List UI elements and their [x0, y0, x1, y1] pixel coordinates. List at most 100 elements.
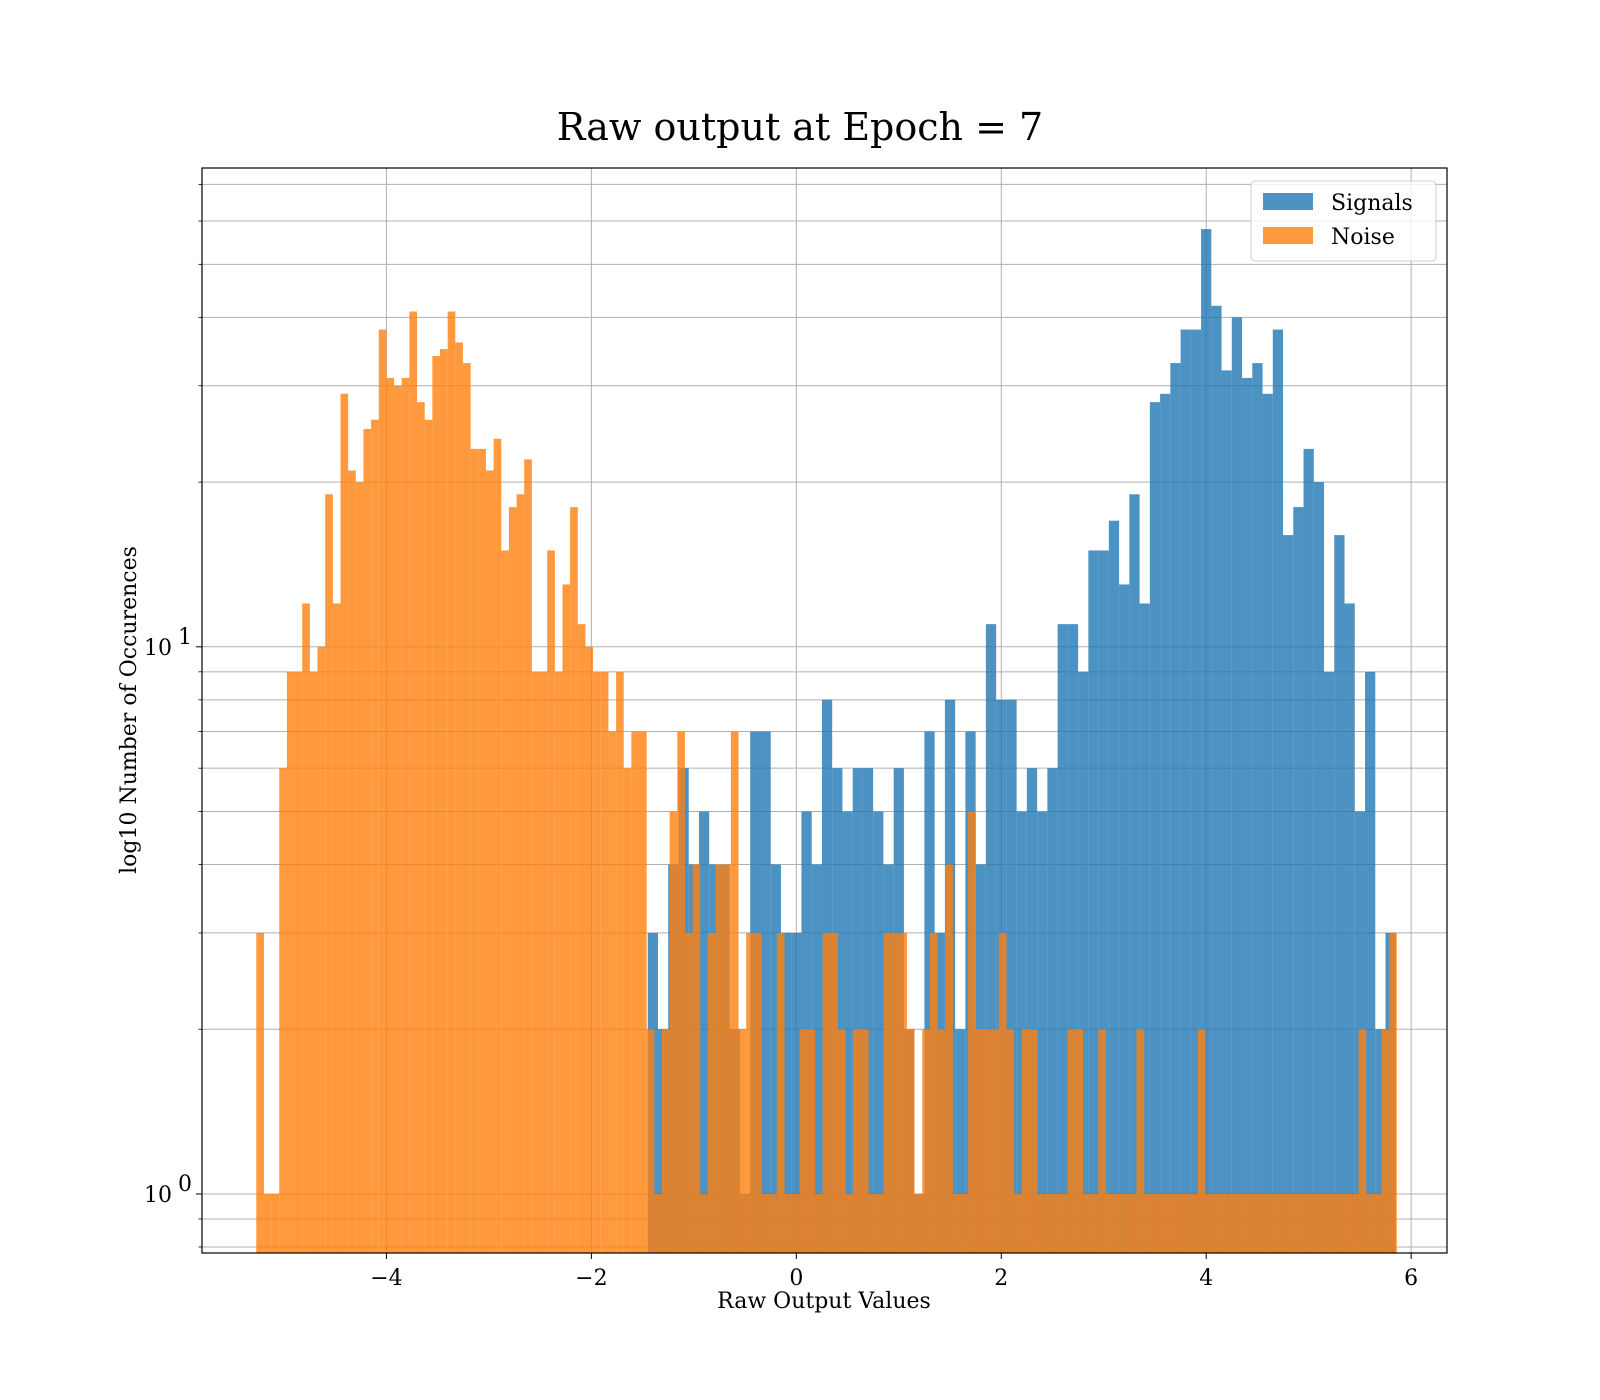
histogram-bar-noise	[524, 459, 532, 1254]
histogram-bar-signals	[1170, 363, 1181, 1253]
histogram-bar-noise	[508, 507, 517, 1253]
histogram-bar-signals	[1262, 393, 1273, 1253]
y-axis-label: log10 Number of Occurences	[117, 546, 142, 874]
histogram-bar-noise	[1236, 1193, 1244, 1253]
histogram-bar-noise	[1381, 1029, 1390, 1253]
histogram-bar-noise	[776, 932, 785, 1253]
histogram-bar-noise	[1327, 1193, 1336, 1253]
histogram-bar-noise	[700, 1193, 708, 1253]
histogram-bar-noise	[1190, 1193, 1198, 1253]
histogram-bar-signals	[1201, 229, 1212, 1254]
legend-label-signals: Signals	[1331, 191, 1413, 216]
histogram-bar-noise	[462, 363, 471, 1253]
histogram-bar-signals	[1231, 317, 1243, 1253]
histogram-bar-noise	[1274, 1193, 1283, 1253]
histogram-bar-signals	[1098, 550, 1109, 1253]
histogram-bar-signals	[1180, 329, 1191, 1254]
y-tick-label: 10	[144, 1183, 172, 1208]
histogram-bar-signals	[1037, 811, 1048, 1253]
histogram-bar-noise	[1052, 1193, 1061, 1253]
histogram-bar-noise	[1197, 1029, 1206, 1253]
histogram-bar-noise	[1167, 1193, 1175, 1253]
histogram-bar-noise	[432, 355, 441, 1253]
histogram-bar-noise	[409, 311, 418, 1253]
histogram-bar-signals	[924, 731, 935, 1253]
x-tick-label: 6	[1404, 1266, 1418, 1291]
histogram-bar-signals	[1365, 671, 1376, 1253]
histogram-bar-noise	[1259, 1193, 1267, 1253]
histogram-bar-noise	[784, 1193, 793, 1253]
histogram-bar-noise	[1213, 1193, 1221, 1253]
histogram-bar-noise	[868, 1193, 877, 1253]
histogram-bar-noise	[1182, 1193, 1191, 1253]
histogram-bar-noise	[1243, 1193, 1252, 1253]
histogram-bar-noise	[309, 671, 318, 1253]
histogram-bar-noise	[639, 731, 647, 1253]
histogram-bar-signals	[760, 731, 771, 1253]
y-tick-exponent: 1	[178, 625, 192, 650]
histogram-bar-signals	[873, 811, 884, 1253]
histogram-bar-noise	[1366, 1193, 1374, 1253]
plot-frame	[201, 167, 1448, 1254]
histogram-bar-noise	[753, 932, 762, 1253]
histogram-bar-noise	[1044, 1193, 1053, 1253]
histogram-bar-noise	[440, 349, 448, 1254]
histogram-bar-noise	[960, 1193, 969, 1253]
histogram-bar-noise	[1343, 1193, 1351, 1253]
histogram-bar-noise	[1251, 1193, 1260, 1253]
histogram-bar-noise	[945, 864, 953, 1253]
histogram-bar-noise	[401, 377, 410, 1253]
histogram-bar-signals	[1108, 520, 1120, 1253]
legend: Signals Noise	[1250, 180, 1437, 262]
histogram-bar-signals	[1088, 550, 1099, 1253]
histogram-bar-noise	[692, 864, 701, 1253]
histogram-bar-noise	[332, 603, 341, 1253]
histogram-bar-noise	[616, 671, 624, 1253]
series-noise	[256, 311, 1397, 1254]
histogram-bar-signals	[1057, 624, 1068, 1253]
histogram-bar-noise	[1266, 1193, 1275, 1253]
legend-label-noise: Noise	[1331, 225, 1395, 250]
histogram-bar-noise	[585, 646, 594, 1253]
histogram-bar-noise	[861, 1029, 869, 1253]
histogram-bar-noise	[485, 470, 494, 1253]
histogram-bar-noise	[1029, 1029, 1038, 1253]
histogram-bar-noise	[317, 646, 326, 1253]
histogram-bar-signals	[1272, 329, 1284, 1254]
histogram-bar-noise	[730, 731, 739, 1253]
histogram-bar-signals	[811, 864, 822, 1253]
x-tick-label: 2	[994, 1266, 1008, 1291]
histogram-bar-noise	[1121, 1193, 1129, 1253]
histogram-bar-signals	[1078, 671, 1089, 1253]
histogram-bar-noise	[1159, 1193, 1168, 1253]
histogram-bar-noise	[876, 1193, 884, 1253]
histogram-bar-noise	[654, 1193, 662, 1253]
histogram-bar-noise	[302, 603, 310, 1253]
histogram-bar-noise	[608, 731, 617, 1253]
histogram-bar-signals	[1324, 671, 1335, 1253]
histogram-bar-signals	[1149, 402, 1161, 1253]
histogram-bar-noise	[1373, 1193, 1382, 1253]
x-tick-label: 0	[789, 1266, 803, 1291]
histogram-bar-signals	[791, 932, 802, 1253]
histogram-bar-noise	[531, 671, 540, 1253]
histogram-bar-noise	[1320, 1193, 1328, 1253]
histogram-bar-signals	[698, 811, 710, 1253]
histogram-bar-noise	[1105, 1193, 1114, 1253]
histogram-bar-noise	[684, 932, 693, 1253]
histogram-bar-noise	[325, 494, 333, 1253]
histogram-bar-noise	[623, 768, 632, 1253]
histogram-bar-noise	[838, 1029, 846, 1253]
histogram-bar-noise	[1174, 1193, 1183, 1253]
histogram-bar-noise	[455, 342, 463, 1253]
histogram-bar-signals	[1242, 377, 1253, 1253]
histogram-bar-signals	[1283, 535, 1294, 1253]
histogram-bar-noise	[746, 932, 754, 1253]
histogram-bar-noise	[470, 448, 479, 1254]
histogram-bar-noise	[669, 811, 678, 1253]
histogram-bar-noise	[1014, 1193, 1022, 1253]
histogram-bar-signals	[1129, 494, 1140, 1253]
histogram-bar-signals	[1160, 393, 1171, 1253]
